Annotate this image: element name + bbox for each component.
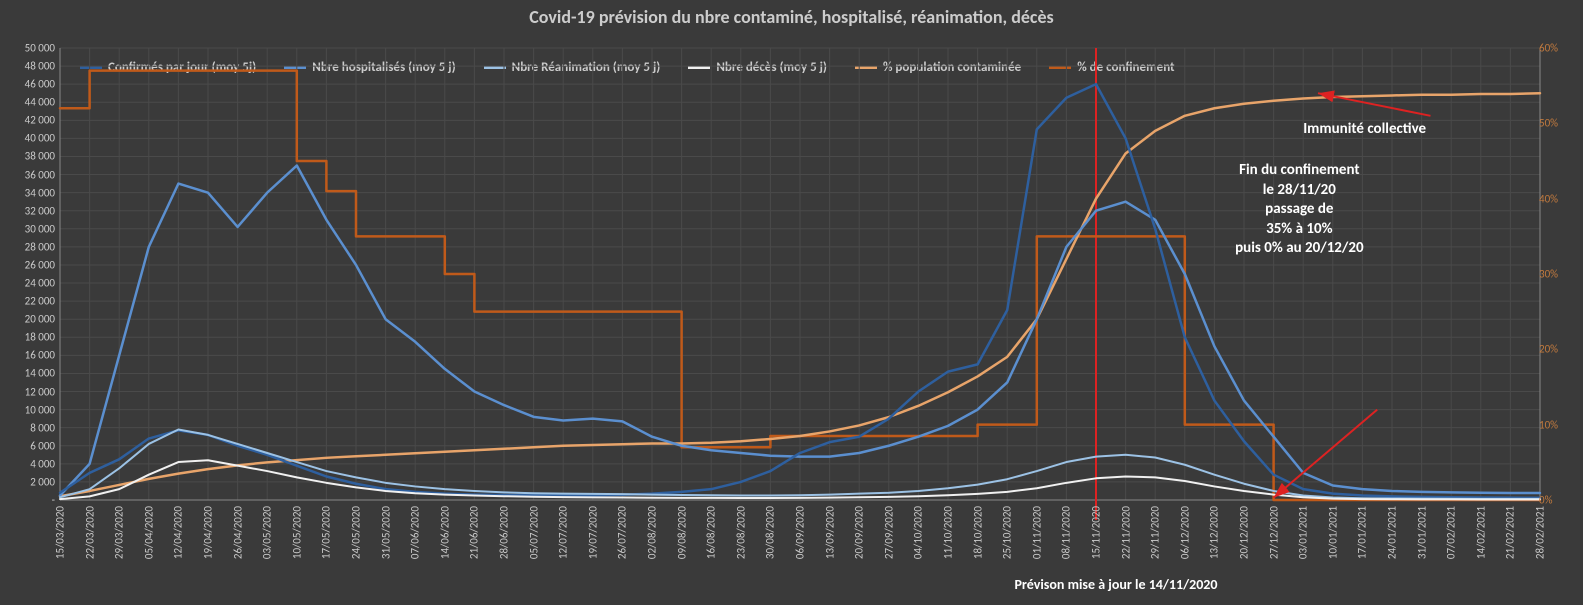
y-left-tick: 8 000 xyxy=(0,421,55,434)
y-left-tick: 18 000 xyxy=(0,331,55,344)
y-left-tick: 24 000 xyxy=(0,277,55,290)
x-tick: 19/04/2020 xyxy=(202,506,215,559)
x-tick: 21/06/2020 xyxy=(468,506,481,559)
y-left-tick: 10 000 xyxy=(0,403,55,416)
y-right-tick: 10% xyxy=(1539,418,1579,431)
x-tick: 21/02/2021 xyxy=(1504,506,1517,559)
x-tick: 31/05/2020 xyxy=(379,506,392,559)
x-tick: 31/01/2021 xyxy=(1415,506,1428,559)
footer-note: Prévison mise à jour le 14/11/2020 xyxy=(976,576,1256,593)
y-right-tick: 50% xyxy=(1539,117,1579,130)
x-tick: 13/09/2020 xyxy=(823,506,836,559)
annotation-fin-confinement: Fin du confinementle 28/11/20passage de3… xyxy=(1235,161,1363,259)
x-tick: 01/11/2020 xyxy=(1030,506,1043,559)
y-left-tick: 6 000 xyxy=(0,439,55,452)
x-tick: 09/08/2020 xyxy=(675,506,688,559)
y-right-tick: 20% xyxy=(1539,343,1579,356)
y-left-tick: 2 000 xyxy=(0,475,55,488)
x-tick: 27/12/2020 xyxy=(1267,506,1280,559)
x-tick: 10/01/2021 xyxy=(1326,506,1339,559)
y-left-tick: 46 000 xyxy=(0,78,55,91)
x-tick: 16/08/2020 xyxy=(705,506,718,559)
x-tick: 27/09/2020 xyxy=(882,506,895,559)
y-left-tick: 44 000 xyxy=(0,96,55,109)
x-tick: 10/05/2020 xyxy=(290,506,303,559)
x-tick: 03/05/2020 xyxy=(261,506,274,559)
y-right-tick: 40% xyxy=(1539,192,1579,205)
x-tick: 14/02/2021 xyxy=(1474,506,1487,559)
x-tick: 08/11/2020 xyxy=(1060,506,1073,559)
y-left-tick: 26 000 xyxy=(0,258,55,271)
x-tick: 22/03/2020 xyxy=(83,506,96,559)
x-tick: 05/04/2020 xyxy=(142,506,155,559)
x-tick: 25/10/2020 xyxy=(1001,506,1014,559)
x-tick: 29/11/2020 xyxy=(1149,506,1162,559)
y-left-tick: 50 000 xyxy=(0,42,55,55)
x-tick: 03/01/2021 xyxy=(1297,506,1310,559)
y-left-tick: 20 000 xyxy=(0,313,55,326)
y-left-tick: 14 000 xyxy=(0,367,55,380)
x-tick: 29/03/2020 xyxy=(113,506,126,559)
y-left-tick: 42 000 xyxy=(0,114,55,127)
y-left-tick: 28 000 xyxy=(0,240,55,253)
x-tick: 17/05/2020 xyxy=(320,506,333,559)
y-right-tick: 60% xyxy=(1539,42,1579,55)
x-tick: 11/10/2020 xyxy=(942,506,955,559)
x-tick: 17/01/2021 xyxy=(1356,506,1369,559)
x-tick: 02/08/2020 xyxy=(646,506,659,559)
y-left-tick: 48 000 xyxy=(0,60,55,73)
x-tick: 20/12/2020 xyxy=(1238,506,1251,559)
x-tick: 23/08/2020 xyxy=(734,506,747,559)
x-tick: 22/11/2020 xyxy=(1119,506,1132,559)
y-left-tick: 34 000 xyxy=(0,186,55,199)
x-tick: 06/09/2020 xyxy=(794,506,807,559)
x-tick: 26/04/2020 xyxy=(231,506,244,559)
x-tick: 05/07/2020 xyxy=(527,506,540,559)
y-left-tick: 38 000 xyxy=(0,150,55,163)
y-left-tick: 40 000 xyxy=(0,132,55,145)
y-right-tick: 30% xyxy=(1539,268,1579,281)
x-tick: 28/06/2020 xyxy=(498,506,511,559)
y-left-tick: - xyxy=(0,494,55,507)
x-tick: 06/12/2020 xyxy=(1178,506,1191,559)
x-tick: 14/06/2020 xyxy=(438,506,451,559)
x-tick: 24/01/2021 xyxy=(1386,506,1399,559)
covid-forecast-chart: Covid-19 prévision du nbre contaminé, ho… xyxy=(0,0,1583,605)
x-tick: 12/04/2020 xyxy=(172,506,185,559)
y-left-tick: 32 000 xyxy=(0,204,55,217)
x-tick: 12/07/2020 xyxy=(557,506,570,559)
x-tick: 24/05/2020 xyxy=(350,506,363,559)
y-left-tick: 4 000 xyxy=(0,457,55,470)
y-left-tick: 16 000 xyxy=(0,349,55,362)
y-left-tick: 12 000 xyxy=(0,385,55,398)
x-tick: 07/02/2021 xyxy=(1445,506,1458,559)
x-tick: 15/03/2020 xyxy=(54,506,67,559)
y-left-tick: 36 000 xyxy=(0,168,55,181)
y-left-tick: 30 000 xyxy=(0,222,55,235)
y-left-tick: 22 000 xyxy=(0,295,55,308)
x-tick: 13/12/2020 xyxy=(1208,506,1221,559)
x-tick: 18/10/2020 xyxy=(971,506,984,559)
y-right-tick: 0% xyxy=(1539,494,1579,507)
x-tick: 15/11/2020 xyxy=(1090,506,1103,559)
x-tick: 30/08/2020 xyxy=(764,506,777,559)
x-tick: 28/02/2021 xyxy=(1534,506,1547,559)
x-tick: 19/07/2020 xyxy=(586,506,599,559)
x-tick: 26/07/2020 xyxy=(616,506,629,559)
annotation-immunite-collective: Immunité collective xyxy=(1303,120,1426,140)
x-tick: 07/06/2020 xyxy=(409,506,422,559)
x-tick: 20/09/2020 xyxy=(853,506,866,559)
x-tick: 04/10/2020 xyxy=(912,506,925,559)
